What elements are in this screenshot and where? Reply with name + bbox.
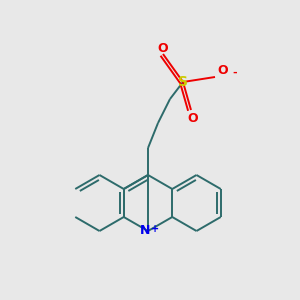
Text: O: O [188,112,198,124]
Text: S: S [178,75,188,89]
Text: O: O [158,41,168,55]
Text: +: + [151,224,159,234]
Text: -: - [233,68,237,78]
Text: O: O [218,64,228,77]
Text: N: N [140,224,150,238]
